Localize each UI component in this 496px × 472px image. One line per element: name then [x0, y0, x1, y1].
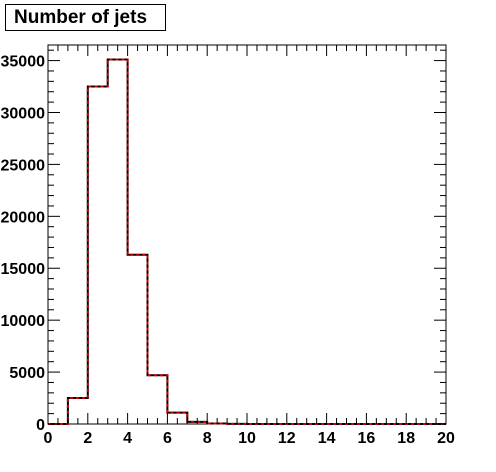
- y-tick-label: 0: [36, 417, 45, 434]
- plot-frame: [47, 44, 447, 425]
- x-tick-label: 14: [318, 430, 336, 447]
- x-tick-label: 20: [437, 430, 455, 447]
- x-tick-label: 8: [203, 430, 212, 447]
- y-tick-label: 15000: [1, 261, 46, 278]
- histogram-series-1: [48, 58, 446, 425]
- x-tick-label: 0: [44, 430, 53, 447]
- x-tick-label: 18: [397, 430, 415, 447]
- y-tick-label: 25000: [1, 157, 46, 174]
- y-tick-label: 10000: [1, 313, 46, 330]
- x-tick-label: 4: [123, 430, 132, 447]
- y-tick-label: 30000: [1, 105, 46, 122]
- x-tick-label: 10: [238, 430, 256, 447]
- x-tick-label: 16: [358, 430, 376, 447]
- y-tick-label: 5000: [9, 365, 45, 382]
- histogram-series-0: [48, 58, 446, 425]
- chart-title: Number of jets: [5, 4, 166, 31]
- y-tick-label: 35000: [1, 54, 46, 71]
- x-tick-label: 12: [278, 430, 296, 447]
- x-tick-label: 2: [83, 430, 92, 447]
- y-tick-label: 20000: [1, 209, 46, 226]
- x-tick-label: 6: [163, 430, 172, 447]
